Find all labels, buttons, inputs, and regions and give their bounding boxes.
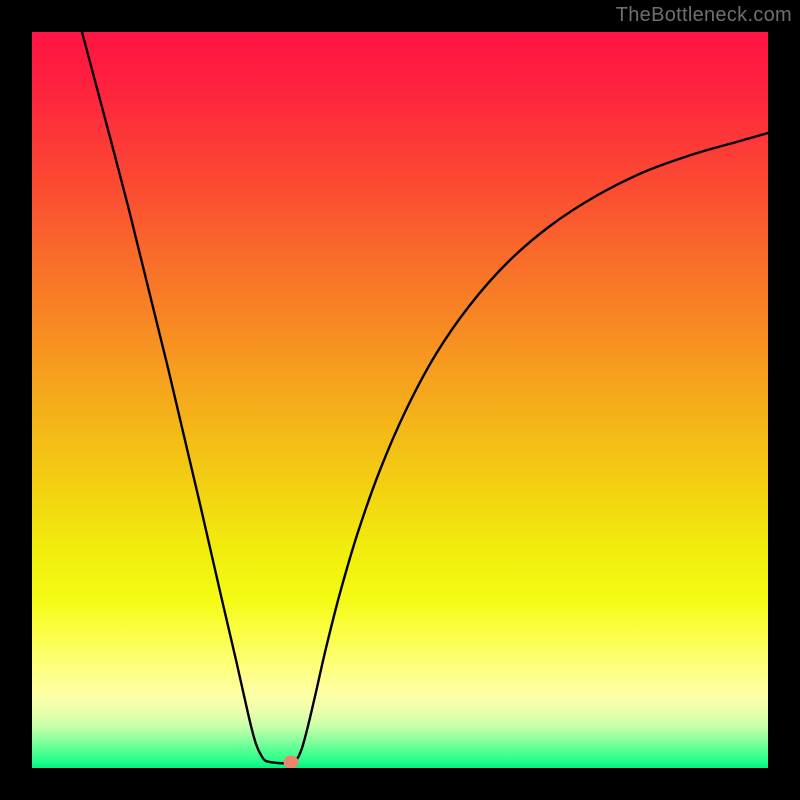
watermark-text: TheBottleneck.com [616, 4, 792, 27]
plot-area [32, 32, 768, 768]
bottleneck-curve [82, 32, 768, 763]
curve-layer [32, 32, 768, 768]
optimum-marker [284, 756, 299, 769]
